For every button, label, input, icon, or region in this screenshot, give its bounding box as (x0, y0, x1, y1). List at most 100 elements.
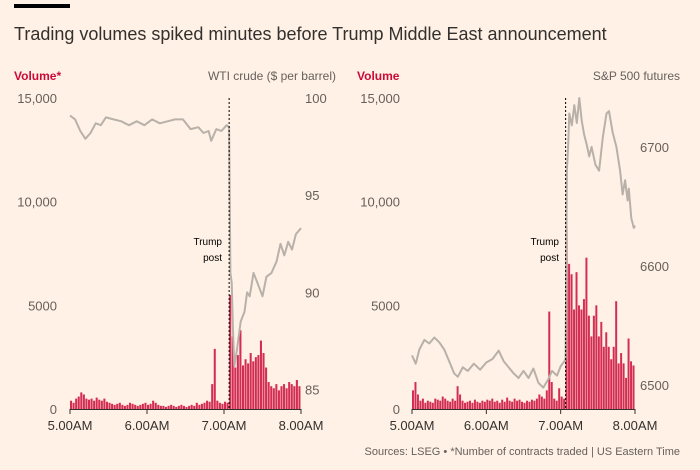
volume-bar (568, 263, 571, 409)
volume-bar (206, 400, 209, 409)
annotation-label: post (203, 253, 222, 264)
volume-bar (159, 405, 162, 409)
volume-bar (231, 336, 234, 409)
volume-bar (513, 398, 516, 409)
volume-bar (257, 355, 260, 409)
volume-bar (530, 399, 533, 409)
volume-bar (449, 401, 452, 409)
volume-bar (177, 405, 180, 409)
volume-bar (451, 398, 454, 409)
volume-bar (229, 294, 232, 409)
volume-bar (185, 406, 188, 409)
volume-bar (570, 274, 573, 409)
volume-bar (129, 402, 132, 409)
volume-bar (503, 401, 506, 409)
volume-bar (100, 400, 103, 409)
volume-bar (464, 402, 467, 409)
volume-bar (555, 400, 558, 409)
volume-bar (190, 404, 193, 409)
annotation-label: post (540, 253, 559, 264)
volume-bar (597, 336, 600, 409)
volume-bar (600, 321, 603, 409)
volume-tick-label: 15,000 (360, 91, 400, 106)
volume-bar (118, 402, 121, 409)
volume-bar (139, 404, 142, 409)
volume-bar (293, 386, 296, 409)
volume-bar (516, 400, 519, 409)
volume-bar (511, 401, 514, 409)
volume-bar (154, 402, 157, 409)
volume-bar (285, 388, 288, 409)
volume-bar (630, 361, 633, 409)
volume-bar (426, 400, 429, 409)
volume-bar (167, 405, 170, 409)
volume-bar (247, 363, 250, 409)
volume-tick-label: 10,000 (17, 195, 57, 210)
volume-bar (147, 404, 150, 409)
volume-bar (98, 399, 101, 409)
volume-bar (424, 402, 427, 409)
volume-bar (441, 396, 444, 409)
volume-axis-label: Volume* (14, 69, 61, 83)
volume-bar (152, 400, 155, 409)
volume-bar (582, 299, 585, 409)
volume-bar (93, 400, 96, 409)
volume-bar (578, 305, 580, 409)
volume-bar (553, 398, 556, 409)
volume-bar (267, 382, 270, 409)
volume-bar (518, 399, 521, 409)
volume-bar (157, 404, 160, 409)
volume-bar (298, 386, 301, 409)
x-tick-label: 7.00AM (538, 418, 583, 433)
volume-bar (612, 346, 615, 409)
volume-bar (459, 394, 462, 409)
volume-tick-label: 0 (50, 402, 57, 417)
volume-bar (550, 382, 553, 409)
volume-bar (254, 357, 257, 409)
volume-bar (498, 402, 501, 409)
volume-bar (620, 353, 623, 409)
volume-tick-label: 5000 (371, 298, 400, 313)
volume-bar (543, 398, 546, 409)
x-tick-label: 5.00AM (48, 418, 93, 433)
volume-bar (488, 400, 491, 409)
volume-bar (126, 404, 129, 409)
volume-bar (121, 404, 124, 409)
volume-bar (116, 403, 119, 409)
volume-bar (617, 363, 620, 409)
source-note: Sources: LSEG • *Number of contracts tra… (364, 446, 680, 458)
volume-bar (434, 398, 437, 409)
volume-bar (590, 336, 593, 409)
volume-bar (103, 398, 106, 409)
x-tick-label: 5.00AM (390, 418, 435, 433)
volume-bar (436, 399, 439, 409)
volume-bar (208, 401, 211, 409)
volume-tick-label: 0 (393, 402, 400, 417)
volume-bar (602, 346, 605, 409)
volume-bar (615, 301, 618, 409)
volume-bar (131, 403, 134, 409)
volume-bar (182, 405, 185, 409)
volume-bar (548, 311, 551, 409)
volume-bar (476, 401, 479, 409)
chart-title: Trading volumes spiked minutes before Tr… (14, 24, 607, 44)
volume-axis-label: Volume (357, 69, 400, 83)
volume-bar (200, 403, 203, 409)
volume-bar (226, 402, 229, 409)
annotation-label: Trump (530, 237, 559, 248)
volume-bar (221, 403, 224, 409)
volume-bar (265, 367, 268, 409)
volume-bar (444, 398, 447, 409)
volume-bar (545, 390, 548, 409)
volume-bar (72, 402, 75, 409)
volume-bar (172, 405, 175, 409)
volume-bar (483, 401, 486, 409)
volume-tick-label: 10,000 (360, 195, 400, 210)
price-line (411, 97, 636, 389)
volume-bar (491, 398, 494, 409)
volume-bar (90, 398, 93, 409)
volume-bar (419, 400, 422, 409)
volume-bar (575, 272, 578, 409)
volume-bar (627, 338, 630, 409)
volume-bar (241, 365, 245, 409)
